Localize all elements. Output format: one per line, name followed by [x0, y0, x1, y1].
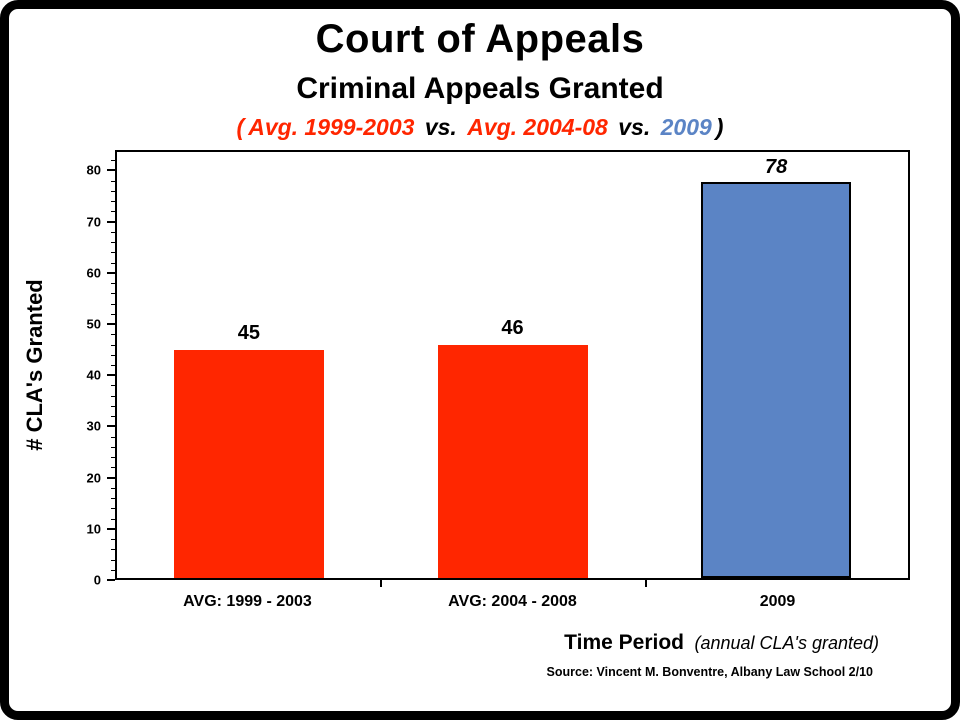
x-axis-category-label: 2009 — [759, 593, 796, 610]
y-minor-tick-mark — [111, 508, 115, 510]
y-axis-ticks: 0 10 20 30 40 50 60 70 80 — [65, 150, 115, 587]
y-minor-tick-mark — [111, 303, 115, 305]
y-minor-tick-mark — [111, 457, 115, 459]
bar-group: 45 46 78 — [117, 152, 908, 578]
bar: 45 — [173, 323, 324, 578]
y-minor-tick-mark — [111, 539, 115, 541]
y-minor-tick-mark — [111, 262, 115, 264]
bar-value-label: 78 — [765, 156, 788, 179]
y-minor-tick-mark — [111, 518, 115, 520]
y-tick-mark — [107, 374, 115, 377]
y-tick-label: 60 — [86, 265, 101, 281]
y-minor-tick-mark — [111, 498, 115, 500]
source-note: Source: Vincent M. Bonventre, Albany Law… — [546, 665, 873, 679]
y-minor-tick-mark — [111, 180, 115, 182]
x-axis-category-label: AVG: 1999 - 2003 — [183, 593, 312, 610]
y-minor-tick-mark — [111, 201, 115, 203]
y-minor-tick-mark — [111, 231, 115, 233]
y-tick-mark — [107, 220, 115, 223]
x-axis-labels: AVG: 1999 - 2003 AVG: 2004 - 2008 2009 — [115, 593, 910, 611]
subtitle-segment: vs. — [418, 114, 464, 140]
y-minor-tick-mark — [111, 416, 115, 418]
y-minor-tick-mark — [111, 190, 115, 192]
bar-slot: 46 — [381, 152, 645, 578]
y-tick-label: 30 — [86, 418, 101, 434]
subtitle-segment: Avg. 2004-08 — [467, 114, 608, 140]
subtitle-segment: Avg. 1999-2003 — [248, 114, 415, 140]
plot-area: 45 46 78 — [115, 150, 910, 580]
bar: 78 — [701, 157, 852, 578]
bar-slot: 45 — [117, 152, 381, 578]
y-minor-tick-mark — [111, 354, 115, 356]
y-minor-tick-mark — [111, 293, 115, 295]
y-tick-mark — [107, 271, 115, 274]
y-minor-tick-mark — [111, 569, 115, 571]
y-minor-tick-mark — [111, 334, 115, 336]
x-axis-category-label: AVG: 2004 - 2008 — [448, 593, 577, 610]
y-tick-label: 20 — [86, 470, 101, 486]
bar: 46 — [437, 318, 588, 578]
subtitle-segment: vs. — [611, 114, 657, 140]
y-minor-tick-mark — [111, 559, 115, 561]
y-tick-mark — [107, 425, 115, 428]
bar-value-label: 45 — [237, 321, 260, 344]
y-minor-tick-mark — [111, 211, 115, 213]
y-tick-mark — [107, 476, 115, 479]
y-minor-tick-mark — [111, 283, 115, 285]
y-tick-mark — [107, 527, 115, 530]
subtitle-segment: 2009 — [660, 114, 712, 140]
y-minor-tick-mark — [111, 467, 115, 469]
y-axis-label-container: # CLA's Granted — [17, 150, 53, 580]
x-axis-title: Time Period — [564, 631, 684, 654]
y-minor-tick-mark — [111, 385, 115, 387]
y-minor-tick-mark — [111, 446, 115, 448]
y-tick-label: 40 — [86, 367, 101, 383]
subtitle-segment: ( — [236, 114, 245, 140]
y-tick-label: 50 — [86, 316, 101, 332]
y-minor-tick-mark — [111, 242, 115, 244]
y-minor-tick-mark — [111, 344, 115, 346]
y-minor-tick-mark — [111, 436, 115, 438]
x-axis-note: (annual CLA's granted) — [694, 633, 879, 653]
chart-subtitle-comparison: (Avg. 1999-2003 vs. Avg. 2004-08 vs. 200… — [9, 114, 951, 141]
y-minor-tick-mark — [111, 313, 115, 315]
chart-title: Court of Appeals — [315, 17, 645, 61]
y-minor-tick-mark — [111, 549, 115, 551]
y-tick-label: 70 — [86, 214, 101, 230]
bar-slot: 78 — [644, 152, 908, 578]
y-tick-mark — [107, 579, 115, 581]
subtitle-segment: ) — [715, 114, 724, 140]
y-minor-tick-mark — [111, 487, 115, 489]
y-tick-mark — [107, 323, 115, 326]
y-minor-tick-mark — [111, 405, 115, 407]
y-minor-tick-mark — [111, 160, 115, 162]
y-minor-tick-mark — [111, 252, 115, 254]
bar-value-label: 46 — [501, 316, 524, 339]
x-axis-tick — [645, 579, 647, 587]
y-tick-label: 10 — [86, 521, 101, 537]
y-minor-tick-mark — [111, 365, 115, 366]
y-tick-label: 0 — [93, 572, 101, 588]
x-axis-title-block: Time Period (annual CLA's granted) — [564, 631, 879, 655]
chart-subtitle: Criminal Appeals Granted — [296, 72, 664, 105]
y-tick-mark — [107, 169, 115, 172]
y-axis-label: # CLA's Granted — [22, 279, 47, 451]
y-minor-tick-mark — [111, 395, 115, 397]
y-tick-label: 80 — [86, 162, 101, 178]
x-axis-tick — [380, 579, 382, 587]
